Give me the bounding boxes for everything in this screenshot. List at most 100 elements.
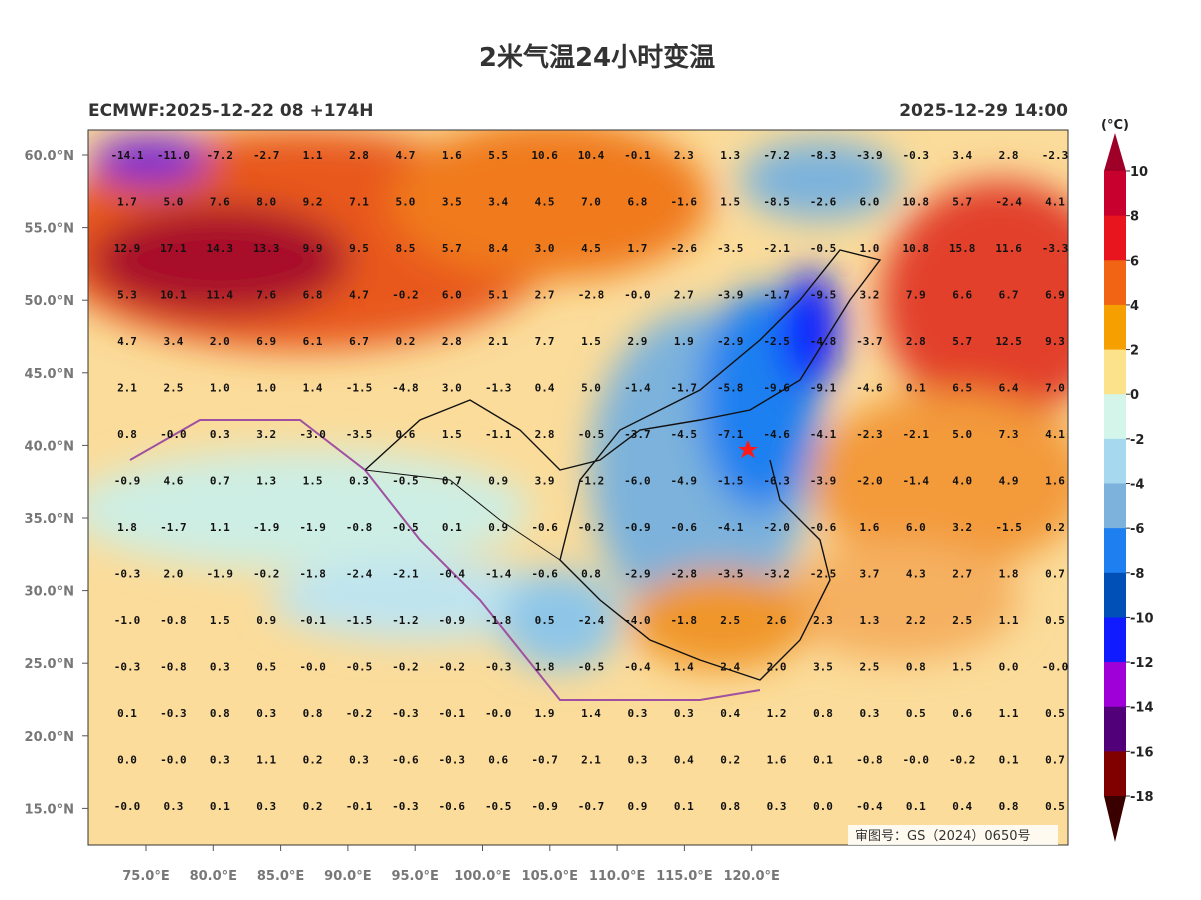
grid-value: 0.2 bbox=[1045, 521, 1065, 534]
grid-value: 4.1 bbox=[1045, 196, 1065, 209]
colorbar-label: 4 bbox=[1130, 299, 1139, 314]
lat-label: 30.0°N bbox=[25, 585, 74, 600]
grid-value: 0.9 bbox=[488, 521, 508, 534]
grid-value: -1.5 bbox=[717, 475, 744, 488]
grid-value: 3.2 bbox=[859, 289, 879, 302]
grid-value: 9.5 bbox=[349, 242, 369, 255]
grid-value: 2.1 bbox=[117, 382, 137, 395]
colorbar-label: -16 bbox=[1130, 745, 1154, 760]
grid-value: 0.3 bbox=[859, 707, 879, 720]
lon-label: 75.0°E bbox=[122, 869, 169, 884]
grid-value: -0.5 bbox=[578, 661, 605, 674]
grid-value: 5.7 bbox=[442, 242, 462, 255]
grid-value: 9.3 bbox=[1045, 335, 1065, 348]
grid-value: -0.0 bbox=[903, 754, 930, 767]
grid-value: 1.8 bbox=[117, 521, 137, 534]
grid-value: 0.3 bbox=[349, 475, 369, 488]
grid-value: -7.1 bbox=[717, 428, 744, 441]
grid-value: 14.3 bbox=[207, 242, 234, 255]
grid-value: 3.4 bbox=[163, 335, 183, 348]
colorbar-unit: (°C) bbox=[1101, 118, 1129, 133]
grid-value: 1.6 bbox=[859, 521, 879, 534]
grid-value: -4.6 bbox=[856, 382, 883, 395]
grid-value: 7.6 bbox=[210, 196, 230, 209]
colorbar-label: 8 bbox=[1130, 210, 1139, 225]
colorbar-segment bbox=[1104, 349, 1126, 395]
grid-value: 0.7 bbox=[442, 475, 462, 488]
grid-value: -2.3 bbox=[856, 428, 883, 441]
grid-value: 6.8 bbox=[627, 196, 647, 209]
lon-label: 80.0°E bbox=[190, 869, 237, 884]
grid-value: 6.0 bbox=[442, 289, 462, 302]
grid-value: 2.8 bbox=[442, 335, 462, 348]
grid-value: -0.0 bbox=[114, 800, 141, 813]
grid-value: -1.9 bbox=[253, 521, 280, 534]
grid-value: 0.1 bbox=[442, 521, 462, 534]
grid-value: 6.5 bbox=[952, 382, 972, 395]
grid-value: 8.4 bbox=[488, 242, 508, 255]
grid-value: 0.3 bbox=[767, 800, 787, 813]
grid-value: -0.2 bbox=[253, 568, 280, 581]
colorbar-segment bbox=[1104, 171, 1126, 217]
grid-value: -0.5 bbox=[485, 800, 512, 813]
grid-value: 1.4 bbox=[674, 661, 694, 674]
grid-value: 1.9 bbox=[535, 707, 555, 720]
grid-value: 2.4 bbox=[720, 661, 740, 674]
grid-value: 1.7 bbox=[117, 196, 137, 209]
grid-value: -0.3 bbox=[160, 707, 187, 720]
grid-value: 3.7 bbox=[859, 568, 879, 581]
grid-value: 1.5 bbox=[303, 475, 323, 488]
grid-value: -0.9 bbox=[531, 800, 558, 813]
grid-value: 6.0 bbox=[906, 521, 926, 534]
grid-value: -0.4 bbox=[439, 568, 466, 581]
grid-value: -1.8 bbox=[299, 568, 326, 581]
grid-value: -9.1 bbox=[810, 382, 837, 395]
grid-value: 0.3 bbox=[256, 707, 276, 720]
grid-value: 10.8 bbox=[903, 196, 930, 209]
grid-value: -0.3 bbox=[903, 149, 930, 162]
grid-value: -0.0 bbox=[1042, 661, 1069, 674]
grid-value: 2.5 bbox=[952, 614, 972, 627]
grid-value: -0.4 bbox=[856, 800, 883, 813]
grid-value: 1.5 bbox=[581, 335, 601, 348]
grid-value: -0.8 bbox=[346, 521, 373, 534]
grid-value: 0.9 bbox=[627, 800, 647, 813]
grid-value: 11.4 bbox=[207, 289, 234, 302]
grid-value: -14.1 bbox=[110, 149, 143, 162]
grid-value: -0.3 bbox=[392, 707, 419, 720]
grid-value: -3.9 bbox=[856, 149, 883, 162]
grid-value: -1.4 bbox=[485, 568, 512, 581]
grid-value: 0.1 bbox=[906, 800, 926, 813]
colorbar-segment bbox=[1104, 260, 1126, 306]
grid-value: 1.3 bbox=[859, 614, 879, 627]
grid-value: 2.3 bbox=[674, 149, 694, 162]
grid-value: -7.2 bbox=[763, 149, 790, 162]
grid-value: -1.2 bbox=[578, 475, 605, 488]
colorbar-label: 0 bbox=[1130, 388, 1139, 403]
lat-label: 15.0°N bbox=[25, 802, 74, 817]
grid-value: -1.5 bbox=[346, 382, 373, 395]
grid-value: -1.8 bbox=[671, 614, 698, 627]
grid-value: 0.8 bbox=[581, 568, 601, 581]
colorbar-label: 6 bbox=[1130, 254, 1139, 269]
grid-value: 1.8 bbox=[535, 661, 555, 674]
grid-value: 2.5 bbox=[720, 614, 740, 627]
grid-value: 1.4 bbox=[581, 707, 601, 720]
grid-value: 7.0 bbox=[1045, 382, 1065, 395]
grid-value: 0.1 bbox=[999, 754, 1019, 767]
grid-value: 7.3 bbox=[999, 428, 1019, 441]
grid-value: -0.6 bbox=[439, 800, 466, 813]
grid-value: -2.0 bbox=[856, 475, 883, 488]
grid-value: 0.4 bbox=[952, 800, 972, 813]
grid-value: -1.0 bbox=[114, 614, 141, 627]
grid-value: -6.0 bbox=[624, 475, 651, 488]
grid-value: 5.0 bbox=[581, 382, 601, 395]
grid-value: 0.5 bbox=[1045, 707, 1065, 720]
grid-value: -8.5 bbox=[763, 196, 790, 209]
grid-value: -0.2 bbox=[439, 661, 466, 674]
colorbar-segment bbox=[1104, 483, 1126, 529]
grid-value: 1.3 bbox=[256, 475, 276, 488]
grid-value: 6.6 bbox=[952, 289, 972, 302]
grid-value: -2.4 bbox=[578, 614, 605, 627]
